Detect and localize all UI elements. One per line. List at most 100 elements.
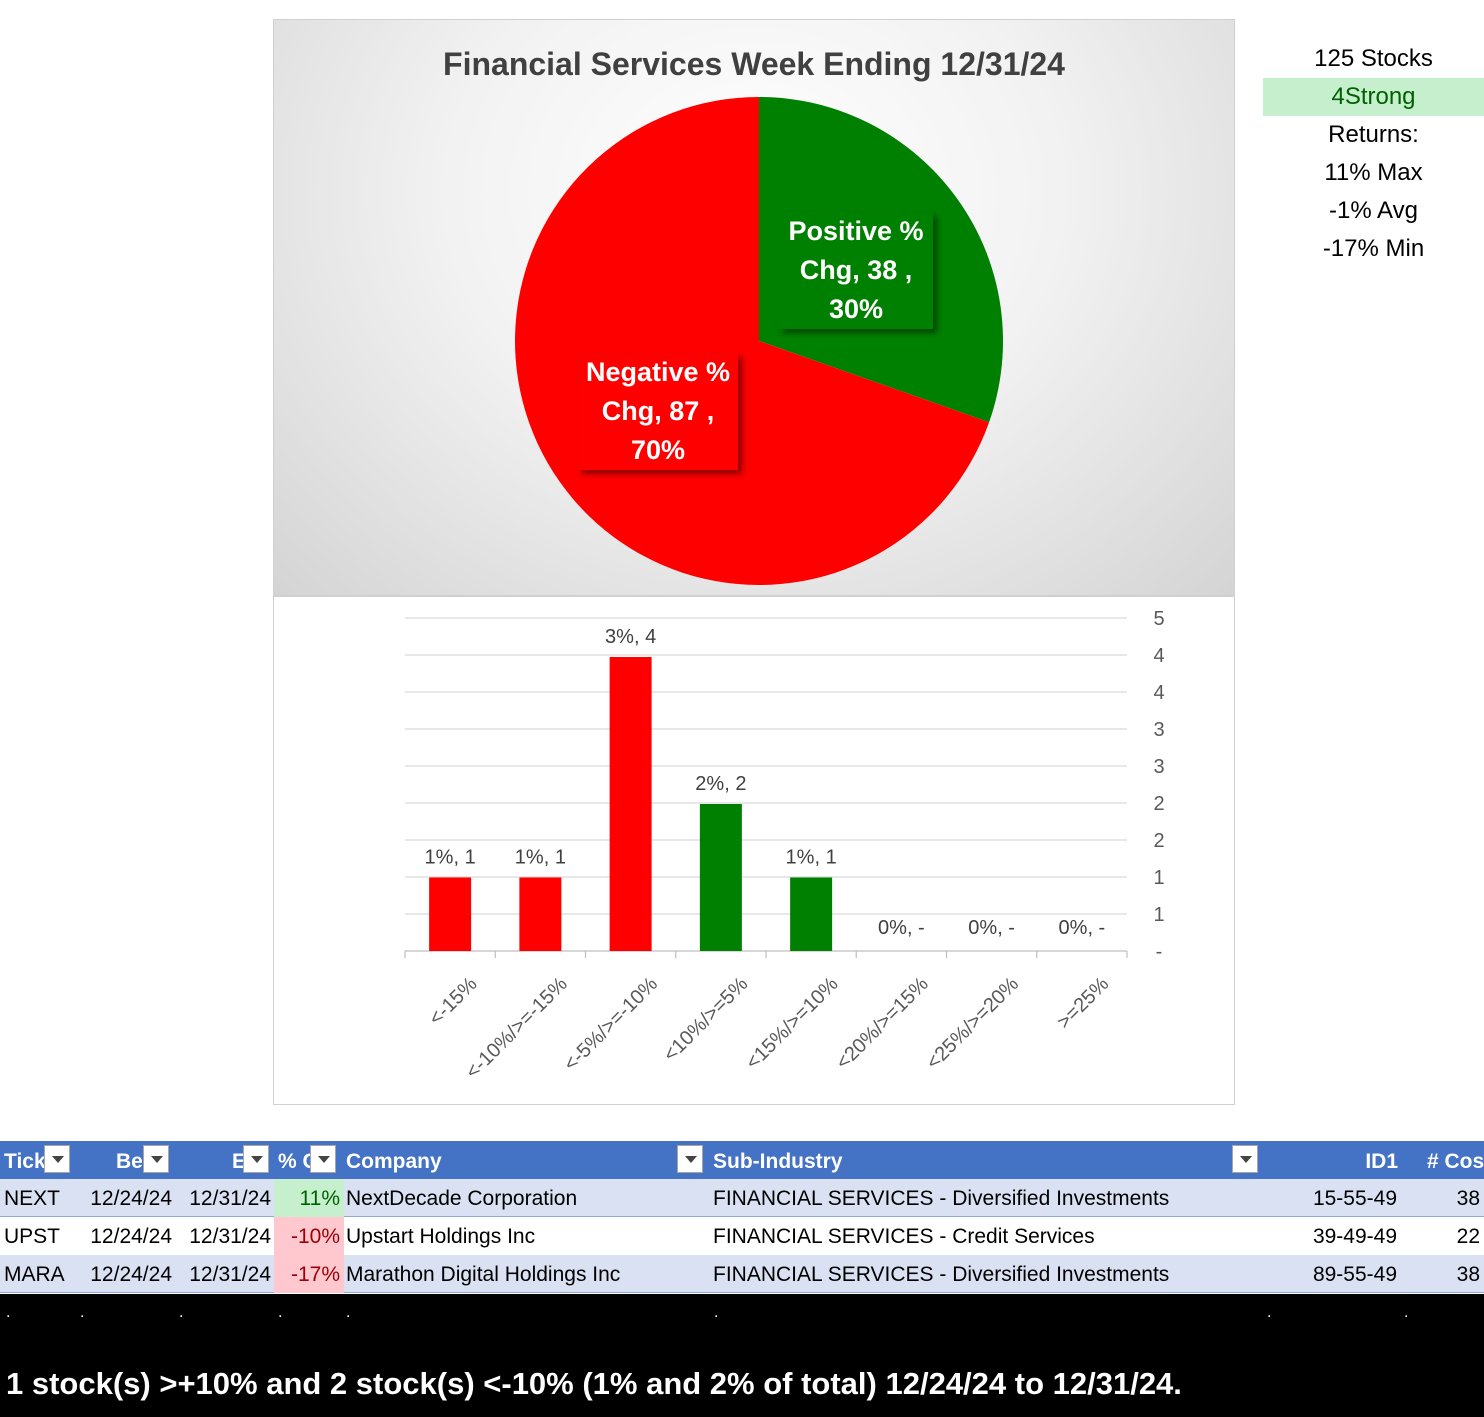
header-company[interactable]: Company [344,1141,710,1179]
pie-label-negative-line1: Negative % [585,357,731,387]
cell-ticker[interactable]: MARA [4,1263,65,1286]
cell-cos[interactable]: 38 [1456,1263,1480,1286]
filter-dropdown-company[interactable] [677,1145,703,1173]
cell-cos[interactable]: 38 [1456,1187,1480,1210]
summary-text: 1 stock(s) >+10% and 2 stock(s) <-10% (1… [6,1366,1182,1401]
header-ticker-label: Tick [4,1150,46,1173]
bar-chart-panel: -1 1 2 2 3 3 4 4 5 1%, 1 <-15% 1%, 1 <-10%/>=-15% 3%,… [273,596,1235,1105]
header-end-label: E [232,1150,247,1173]
header-cos[interactable]: # Cos [1414,1141,1484,1179]
cell-ticker[interactable]: UPST [4,1225,61,1248]
cell-begin[interactable]: 12/24/24 [90,1187,172,1210]
cell-subindustry[interactable]: FINANCIAL SERVICES - Credit Services [713,1225,1095,1248]
max-return: 11% Max [1324,159,1423,186]
filter-dropdown-subindustry[interactable] [1232,1145,1258,1173]
y-tick-label: 5 [1153,608,1164,630]
header-subindustry[interactable]: Sub-Industry [710,1141,1264,1179]
strong-count: 4Strong [1263,78,1484,116]
y-tick-label: - [1156,941,1163,963]
y-tick-label: 1 [1153,867,1164,889]
cell-dot: . [179,1304,184,1321]
bar [429,877,472,951]
header-cos-label: # Cos [1427,1150,1484,1173]
cell-cos[interactable]: 22 [1456,1225,1480,1248]
avg-return: -1% Avg [1329,197,1418,224]
header-begin-label: Be [116,1150,143,1173]
cell-dot: . [1404,1304,1409,1321]
y-tick-label: 1 [1153,904,1164,926]
data-label: 3%, 4 [605,626,656,648]
table-row[interactable]: NEXT 12/24/24 12/31/24 11% NextDecade Corpor… [0,1179,1484,1217]
cell-pct[interactable]: -17% [274,1255,344,1293]
table-row[interactable]: MARA 12/24/24 12/31/24 -17% Marathon Digital… [0,1255,1484,1293]
pie-chart [514,97,1003,585]
pie-label-negative-line3: 70% [630,435,686,465]
x-tick-label: <20%/>=15% [832,973,933,1074]
cell-subindustry[interactable]: FINANCIAL SERVICES - Diversified Investm… [713,1263,1170,1286]
cell-company[interactable]: Upstart Holdings Inc [346,1225,536,1248]
header-subindustry-label: Sub-Industry [713,1150,843,1173]
cell-company[interactable]: Marathon Digital Holdings Inc [346,1263,621,1286]
cell-dot: . [714,1304,719,1321]
header-id1-label: ID1 [1365,1150,1398,1173]
cell-subindustry[interactable]: FINANCIAL SERVICES - Diversified Investm… [713,1187,1170,1210]
cell-company[interactable]: NextDecade Corporation [346,1187,578,1210]
header-id1[interactable]: ID1 [1264,1141,1414,1179]
y-tick-label: 3 [1153,719,1164,741]
filter-dropdown-begin[interactable] [143,1145,169,1173]
returns-label: Returns: [1328,121,1419,148]
cell-dot: . [346,1304,351,1321]
pie-label-positive-line1: Positive % [788,216,924,246]
cell-pct[interactable]: 11% [274,1179,344,1217]
cell-dot: . [80,1304,85,1321]
stock-count: 125 Stocks [1314,45,1433,72]
pie-label-positive-line3: 30% [828,294,884,324]
x-tick-label: <-5%/>=-10% [560,973,663,1076]
x-tick-label: <-15% [425,973,482,1030]
cell-dot: . [6,1304,11,1321]
cell-end[interactable]: 12/31/24 [189,1225,271,1248]
header-company-label: Company [346,1150,442,1173]
chart-title: Financial Services Week Ending 12/31/24 [443,46,1065,82]
cell-ticker[interactable]: NEXT [4,1187,61,1210]
data-label: 1%, 1 [786,847,837,869]
filter-dropdown-end[interactable] [243,1145,269,1173]
cell-dot: . [1267,1304,1272,1321]
y-tick-label: 2 [1153,793,1164,815]
cell-begin[interactable]: 12/24/24 [90,1263,172,1286]
x-tick-label: <25%/>=20% [922,973,1023,1074]
y-tick-label: 4 [1153,645,1164,667]
filter-dropdown-ticker[interactable] [44,1145,70,1173]
x-tick-label: >=25% [1053,973,1114,1034]
data-label: 2%, 2 [695,773,746,795]
cell-id1[interactable]: 15-55-49 [1312,1187,1397,1210]
cell-id1[interactable]: 89-55-49 [1312,1263,1397,1286]
bar [519,877,562,951]
data-label: 0%, - [878,917,925,939]
bar [699,804,742,951]
cell-id1[interactable]: 39-49-49 [1312,1225,1397,1248]
header-pct-label: % C [278,1150,318,1173]
summary-bar: . . . . . . . . 1 stock(s) >+10% and 2 s… [0,1294,1484,1417]
data-label: 1%, 1 [515,847,566,869]
pie-chart-panel: Financial Services Week Ending 12/31/24 … [273,19,1235,596]
bar [790,877,833,951]
min-return: -17% Min [1322,235,1425,262]
x-tick-label: <15%/>=10% [742,973,843,1074]
filter-dropdown-pct[interactable] [310,1145,336,1173]
cell-end[interactable]: 12/31/24 [189,1263,271,1286]
table-row[interactable]: UPST 12/24/24 12/31/24 -10% Upstart Holdings… [0,1217,1484,1255]
x-tick-label: <10%/>=5% [659,973,752,1066]
y-tick-label: 3 [1153,756,1164,778]
cell-dot: . [278,1304,283,1321]
pie-label-negative: Negative % Chg, 87 , 70% [578,353,738,470]
cell-end[interactable]: 12/31/24 [189,1187,271,1210]
cell-begin[interactable]: 12/24/24 [90,1225,172,1248]
data-label: 0%, - [1059,917,1106,939]
y-tick-label: 4 [1153,682,1164,704]
data-label: 0%, - [968,917,1015,939]
pie-label-positive: Positive % Chg, 38 , 30% [779,212,933,329]
pie-label-negative-line2: Chg, 87 , [601,396,715,426]
cell-pct[interactable]: -10% [274,1217,344,1255]
